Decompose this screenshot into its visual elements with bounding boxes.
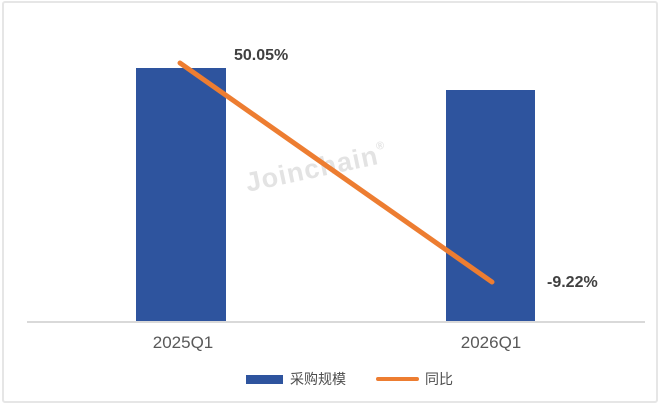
x-tick-2025q1: 2025Q1 — [152, 333, 214, 352]
watermark-text: Joinchain — [242, 140, 382, 198]
legend-label-procurement-scale: 采购规模 — [290, 371, 346, 387]
legend-label-yoy: 同比 — [425, 371, 453, 387]
data-label-2025q1: 50.05% — [234, 47, 289, 64]
legend-bar-swatch — [246, 374, 283, 384]
registered-mark-icon: ® — [375, 139, 387, 153]
legend: 采购规模 同比 — [246, 369, 453, 389]
x-tick-2026q1: 2026Q1 — [460, 333, 522, 352]
watermark: Joinchain® — [243, 131, 426, 199]
data-label-2026q1: -9.22% — [547, 274, 598, 291]
legend-line-swatch — [376, 377, 419, 381]
bar-2025q1 — [136, 68, 226, 321]
x-axis-line — [27, 321, 645, 323]
bar-2026q1 — [446, 90, 535, 321]
